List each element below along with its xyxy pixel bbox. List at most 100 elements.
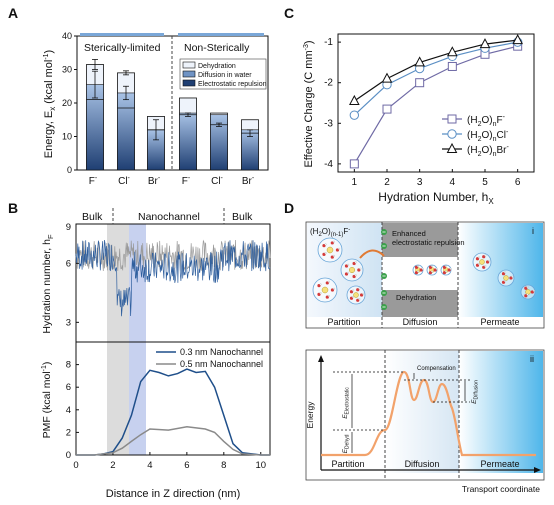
panel-c-legend: (H2O)nF-(H2O)nCl-(H2O)nBr- xyxy=(442,114,509,158)
panel-d-transport-label: Transport coordinate xyxy=(462,484,540,494)
panel-d-top-region-permeate: Permeate xyxy=(480,317,519,327)
panel-d-note-electrostatic: electrostatic repulsion xyxy=(392,238,465,247)
repulsion-arrow xyxy=(359,249,385,259)
water-hydrogen xyxy=(358,287,361,290)
fluoride-ion xyxy=(353,292,359,298)
water-hydrogen xyxy=(532,289,535,292)
water-hydrogen xyxy=(327,294,330,297)
panel-b-x-tick-label: 2 xyxy=(110,460,115,471)
panel-b-bottom-y-tick-label: 4 xyxy=(66,405,71,416)
water-hydrogen xyxy=(338,247,340,250)
water-hydrogen xyxy=(484,265,487,268)
panel-a-y-tick-label: 10 xyxy=(62,132,72,142)
panel-c-point-triangle xyxy=(349,94,360,105)
panel-b-bottom-y-tick-label: 6 xyxy=(66,382,71,393)
water-hydrogen xyxy=(526,286,529,288)
water-hydrogen xyxy=(354,261,357,264)
water-hydrogen xyxy=(352,289,355,292)
panel-a-x-tick-sup: - xyxy=(188,175,191,182)
panel-d-top-region-diffusion: Diffusion xyxy=(403,317,438,327)
water-hydrogen xyxy=(417,265,420,268)
panel-a-x-tick-sup: - xyxy=(158,175,161,182)
water-hydrogen xyxy=(362,292,365,295)
panel-d-note-enhanced: Enhanced xyxy=(392,229,426,238)
panel-d-top-channel-wall-top xyxy=(382,223,458,257)
panel-c-x-tick-label: 5 xyxy=(482,177,488,188)
panel-c-y-label: Effective Charge (C mm-3) xyxy=(303,40,315,167)
panel-a-y-label: Energy, Ex (kcal mol-1) xyxy=(43,50,57,158)
panel-d-bottom-roman: ii xyxy=(530,354,534,364)
panel-a-x-tick-label: Br- xyxy=(148,175,161,187)
panel-a-x-tick-label: F- xyxy=(182,175,191,187)
panel-b-pmf-line xyxy=(76,368,270,456)
water-hydrogen xyxy=(478,263,481,266)
water-hydrogen xyxy=(488,259,491,262)
panel-c-x-label: Hydration Number, hX xyxy=(378,190,494,206)
panel-c-legend-label-part: n xyxy=(493,151,497,158)
panel-b-bottom-y-label: PMF (kcal mol-1) xyxy=(41,362,53,439)
panel-c-y-tick-label: -4 xyxy=(324,159,333,170)
panel-c-axes: 1 2 3 4 5 6-4-3-2-1 xyxy=(324,37,521,188)
panel-a-top-band-right xyxy=(178,33,264,36)
panel-c-point-triangle xyxy=(414,56,425,67)
panel-a: A Sterically-limited Non-Sterically 0 10 2… xyxy=(8,5,269,187)
water-hydrogen xyxy=(449,267,452,270)
panel-c-point-circle xyxy=(349,110,360,120)
water-hydrogen xyxy=(445,265,448,268)
panel-a-y-tick-label: 20 xyxy=(62,98,72,108)
water-hydrogen xyxy=(511,275,514,278)
panel-d-top-channel-wall-bottom xyxy=(382,290,458,317)
panel-c-x-tick-label: 2 xyxy=(384,177,390,188)
panel-b-bottom-frame xyxy=(75,341,271,456)
legend-label-0-5nm: 0.5 nm Nanochannel xyxy=(180,359,263,369)
panel-a-x-tick-label: Cl- xyxy=(118,175,130,187)
legend-label-dehydration: Dehydration xyxy=(198,63,236,70)
panel-d-transport-axis-arrow xyxy=(534,467,541,473)
panel-b-bottom-y-tick-label: 2 xyxy=(66,427,71,438)
panel-a-y-axis: 0 10 20 30 40 xyxy=(62,31,77,175)
legend-swatch-dehydration xyxy=(182,61,196,69)
water-hydrogen xyxy=(319,292,322,295)
panel-c-series-line xyxy=(353,41,518,116)
panel-letter-d: D xyxy=(284,200,294,216)
panel-a-y-tick-label: 0 xyxy=(67,165,72,175)
panel-c-legend-label-part: n xyxy=(493,136,497,143)
panel-c-legend-square xyxy=(447,114,457,124)
panel-b-hydration-trace xyxy=(75,239,271,317)
legend-label-0-3nm: 0.3 nm Nanochannel xyxy=(180,347,263,357)
panel-c-legend-label-part: n xyxy=(493,121,497,128)
panel-c-legend-label-part: (H xyxy=(467,115,478,126)
panel-b-pmf-lines xyxy=(76,368,270,456)
water-hydrogen xyxy=(484,254,487,257)
fluoride-ion xyxy=(479,259,485,265)
water-hydrogen xyxy=(332,240,335,243)
panel-d-water-clusters xyxy=(312,229,536,310)
water-hydrogen xyxy=(417,270,420,273)
panel-d-label-electrostatic: EElectrostatic xyxy=(342,387,351,419)
panel-b-x-tick-label: 0 xyxy=(73,460,78,471)
panel-b-bottom-y-tick-label: 8 xyxy=(66,360,71,371)
water-hydrogen xyxy=(421,267,424,270)
panel-c-legend-label-part: O) xyxy=(481,115,492,126)
panel-a-legend: Dehydration Diffusion in water Electrost… xyxy=(179,58,267,90)
panel-b-band-blue xyxy=(129,224,146,455)
water-hydrogen xyxy=(478,256,481,259)
panel-d-energy-profile xyxy=(321,370,536,457)
legend-swatch-electrostatic xyxy=(182,79,196,87)
panel-d-label-compensation: Compensation xyxy=(417,366,456,372)
bar-diffusion xyxy=(179,112,197,171)
panel-c-legend-label-part: O) xyxy=(481,130,492,141)
panel-d-energy-label: Energy xyxy=(305,401,315,429)
panel-c-plot-frame xyxy=(337,33,535,173)
panel-b-band-gray xyxy=(107,224,129,455)
panel-c-point-square xyxy=(447,61,457,71)
panel-c: C 1 2 3 4 5 6-4-3-2-1 Hydration Number, hX Ef… xyxy=(284,5,535,206)
panel-b-top-y-tick-label: 9 xyxy=(66,222,71,233)
panel-c-legend-label-part: 2 xyxy=(478,136,482,143)
panel-a-x-tick-label: Br- xyxy=(242,175,255,187)
panel-a-bars xyxy=(86,59,259,171)
panel-b-region-bulk-left: Bulk xyxy=(82,211,103,223)
water-hydrogen xyxy=(319,283,322,286)
